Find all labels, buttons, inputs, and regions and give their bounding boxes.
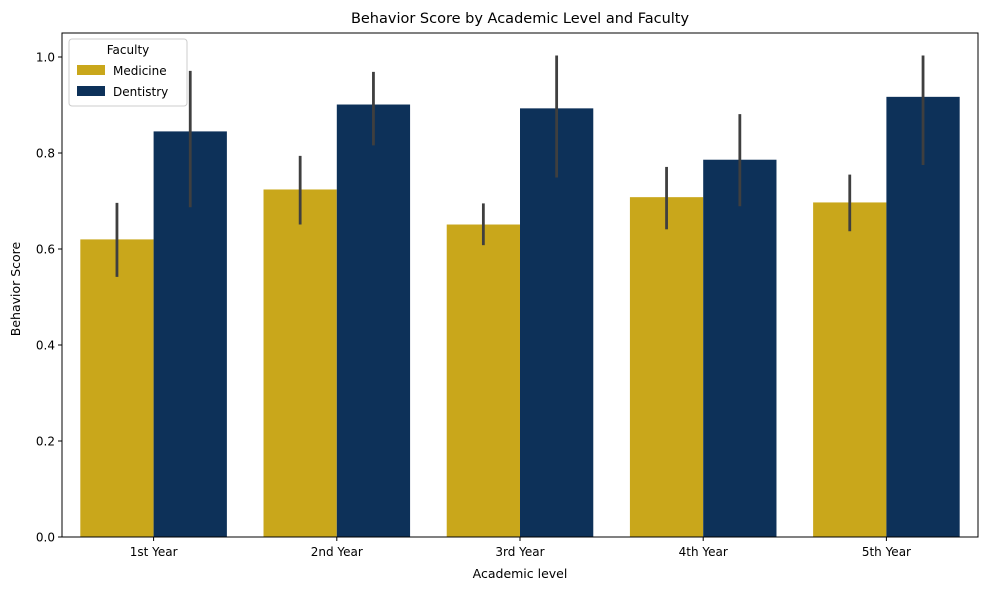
x-tick-label: 5th Year xyxy=(862,545,911,559)
legend-swatch-dentistry xyxy=(77,86,105,96)
x-tick-label: 4th Year xyxy=(679,545,728,559)
bar-dentistry-4 xyxy=(703,159,777,537)
y-tick-label: 0.0 xyxy=(36,531,55,545)
legend: Faculty Medicine Dentistry xyxy=(68,38,188,107)
legend-label-dentistry: Dentistry xyxy=(113,85,168,99)
x-tick-label: 3rd Year xyxy=(495,545,544,559)
bar-dentistry-5 xyxy=(886,96,960,537)
x-tick-label: 2nd Year xyxy=(311,545,363,559)
y-tick-label: 0.8 xyxy=(36,147,55,161)
bar-medicine-5 xyxy=(813,202,887,537)
y-axis-label: Behavior Score xyxy=(8,241,23,336)
legend-swatch-medicine xyxy=(77,65,105,75)
bar-medicine-2 xyxy=(263,189,337,538)
chart-title: Behavior Score by Academic Level and Fac… xyxy=(351,11,690,27)
bar-dentistry-2 xyxy=(336,104,411,538)
y-tick-label: 0.4 xyxy=(36,339,55,353)
legend-label-medicine: Medicine xyxy=(113,64,167,78)
bar-medicine-4 xyxy=(629,197,704,537)
x-tick-label: 1st Year xyxy=(130,545,178,559)
bar-medicine-1 xyxy=(80,239,154,537)
x-axis-label: Academic level xyxy=(473,566,568,581)
bar-dentistry-3 xyxy=(520,108,594,538)
bar-medicine-3 xyxy=(446,224,520,537)
y-tick-label: 0.2 xyxy=(36,435,55,449)
y-tick-label: 0.6 xyxy=(36,243,55,257)
y-tick-label: 1.0 xyxy=(36,51,55,65)
plot-area: 0.0 0.2 0.4 0.6 0.8 1.0 1st Year 2nd Year 3rd Ye… xyxy=(36,32,979,559)
legend-title: Faculty xyxy=(107,43,150,57)
